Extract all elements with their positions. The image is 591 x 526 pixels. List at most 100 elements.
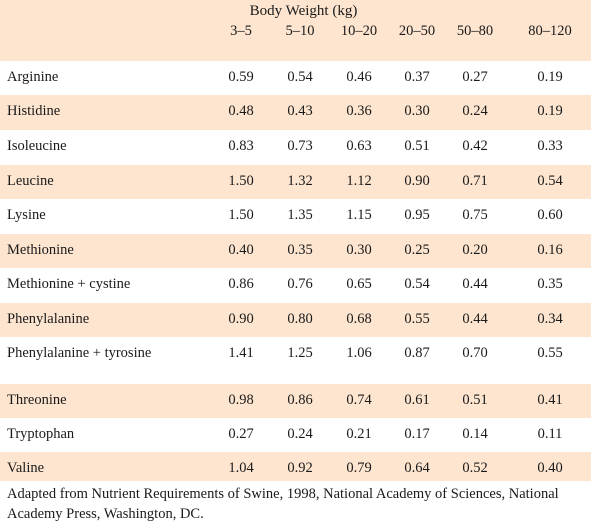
table-cell: 0.63 [346, 138, 372, 154]
table-cell: 1.25 [287, 345, 313, 361]
table-cell: 0.65 [346, 276, 372, 292]
table-cell: 0.54 [537, 173, 563, 189]
table-cell: 0.36 [346, 103, 372, 119]
table-row: Isoleucine 0.83 0.73 0.63 0.51 0.42 0.33 [0, 130, 591, 165]
table-cell: 0.27 [228, 426, 254, 442]
column-header: 20–50 [398, 23, 436, 39]
table-cell: 0.35 [537, 276, 563, 292]
table-cell: 0.54 [287, 69, 313, 85]
table-cell: 0.34 [537, 311, 563, 327]
table-cell: 0.46 [346, 69, 372, 85]
table-cell: 1.41 [228, 345, 254, 361]
column-header: 50–80 [456, 23, 494, 39]
amino-acid-name: Phenylalanine [7, 311, 90, 327]
table-cell: 0.16 [537, 242, 563, 258]
table-row: Histidine 0.48 0.43 0.36 0.30 0.24 0.19 [0, 95, 591, 130]
table-cell: 0.14 [462, 426, 488, 442]
table-cell: 1.50 [228, 173, 254, 189]
amino-acid-name: Phenylalanine + tyrosine [7, 345, 152, 361]
table-cell: 1.50 [228, 207, 254, 223]
table-cell: 0.20 [462, 242, 488, 258]
amino-acid-name: Tryptophan [7, 426, 75, 442]
table-cell: 0.59 [228, 69, 254, 85]
table-cell: 0.37 [404, 69, 430, 85]
table-cell: 1.35 [287, 207, 313, 223]
table-cell: 0.54 [404, 276, 430, 292]
table-cell: 0.87 [404, 345, 430, 361]
amino-acid-name: Leucine [7, 173, 54, 189]
column-header: 10–20 [340, 23, 378, 39]
table-cell: 0.86 [287, 392, 313, 408]
column-header: 80–120 [528, 23, 572, 39]
table-row: Phenylalanine + tyrosine 1.41 1.25 1.06 0.87… [0, 337, 591, 384]
amino-acid-name: Isoleucine [7, 138, 67, 154]
table-row: Leucine 1.50 1.32 1.12 0.90 0.71 0.54 [0, 165, 591, 199]
table-cell: 0.21 [346, 426, 372, 442]
table-cell: 0.30 [346, 242, 372, 258]
table-row: Lysine 1.50 1.35 1.15 0.95 0.75 0.60 [0, 199, 591, 234]
amino-acid-table: Body Weight (kg) 3–5 5–10 10–20 20–50 50… [0, 0, 591, 481]
table-cell: 0.44 [462, 276, 488, 292]
table-cell: 0.42 [462, 138, 488, 154]
table-row: Valine 1.04 0.92 0.79 0.64 0.52 0.40 [0, 452, 591, 481]
table-cell: 0.51 [462, 392, 488, 408]
table-cell: 0.19 [537, 69, 563, 85]
table-row: Phenylalanine 0.90 0.80 0.68 0.55 0.44 0.34 [0, 303, 591, 337]
body-weight-group-header: Body Weight (kg) [249, 3, 358, 19]
table-cell: 1.04 [228, 460, 254, 476]
table-cell: 0.25 [404, 242, 430, 258]
table-row: Tryptophan 0.27 0.24 0.21 0.17 0.14 0.11 [0, 418, 591, 452]
table-cell: 0.55 [404, 311, 430, 327]
table-cell: 0.24 [287, 426, 313, 442]
source-footnote: Adapted from Nutrient Requirements of Sw… [0, 481, 591, 526]
table-cell: 0.40 [537, 460, 563, 476]
table-cell: 0.74 [346, 392, 372, 408]
table-cell: 0.92 [287, 460, 313, 476]
footnote-text: Adapted from Nutrient Requirements of Sw… [7, 486, 559, 522]
table-cell: 0.41 [537, 392, 563, 408]
table-cell: 0.52 [462, 460, 488, 476]
table-cell: 0.98 [228, 392, 254, 408]
table-cell: 0.17 [404, 426, 430, 442]
column-header: 5–10 [285, 23, 315, 39]
table-cell: 0.75 [462, 207, 488, 223]
table-cell: 1.32 [287, 173, 313, 189]
table-cell: 0.83 [228, 138, 254, 154]
table-row: Methionine 0.40 0.35 0.30 0.25 0.20 0.16 [0, 234, 591, 268]
table-row: Arginine 0.59 0.54 0.46 0.37 0.27 0.19 [0, 61, 591, 95]
amino-acid-name: Methionine + cystine [7, 276, 131, 292]
table-cell: 1.12 [346, 173, 372, 189]
table-cell: 0.24 [462, 103, 488, 119]
table-cell: 0.90 [228, 311, 254, 327]
table-cell: 0.95 [404, 207, 430, 223]
table-row: Threonine 0.98 0.86 0.74 0.61 0.51 0.41 [0, 384, 591, 418]
table-cell: 0.48 [228, 103, 254, 119]
table-cell: 0.71 [462, 173, 488, 189]
table-cell: 0.60 [537, 207, 563, 223]
table-cell: 0.40 [228, 242, 254, 258]
table-cell: 0.11 [537, 426, 563, 442]
table-cell: 0.33 [537, 138, 563, 154]
table-cell: 0.86 [228, 276, 254, 292]
table-cell: 0.76 [287, 276, 313, 292]
table-header: Body Weight (kg) 3–5 5–10 10–20 20–50 50… [0, 0, 591, 61]
table-cell: 0.43 [287, 103, 313, 119]
table-cell: 0.70 [462, 345, 488, 361]
table-cell: 0.73 [287, 138, 313, 154]
table-cell: 1.06 [346, 345, 372, 361]
table-cell: 0.68 [346, 311, 372, 327]
amino-acid-name: Valine [7, 460, 45, 476]
amino-acid-name: Threonine [7, 392, 67, 408]
table-cell: 0.90 [404, 173, 430, 189]
amino-acid-name: Arginine [7, 69, 59, 85]
amino-acid-name: Histidine [7, 103, 61, 119]
amino-acid-name: Lysine [7, 207, 46, 223]
table-cell: 0.80 [287, 311, 313, 327]
table-cell: 0.27 [462, 69, 488, 85]
table-cell: 0.51 [404, 138, 430, 154]
table-row: Methionine + cystine 0.86 0.76 0.65 0.54 0.44… [0, 268, 591, 303]
table-cell: 0.30 [404, 103, 430, 119]
column-header: 3–5 [230, 23, 252, 39]
table-cell: 0.64 [404, 460, 430, 476]
table-cell: 0.35 [287, 242, 313, 258]
